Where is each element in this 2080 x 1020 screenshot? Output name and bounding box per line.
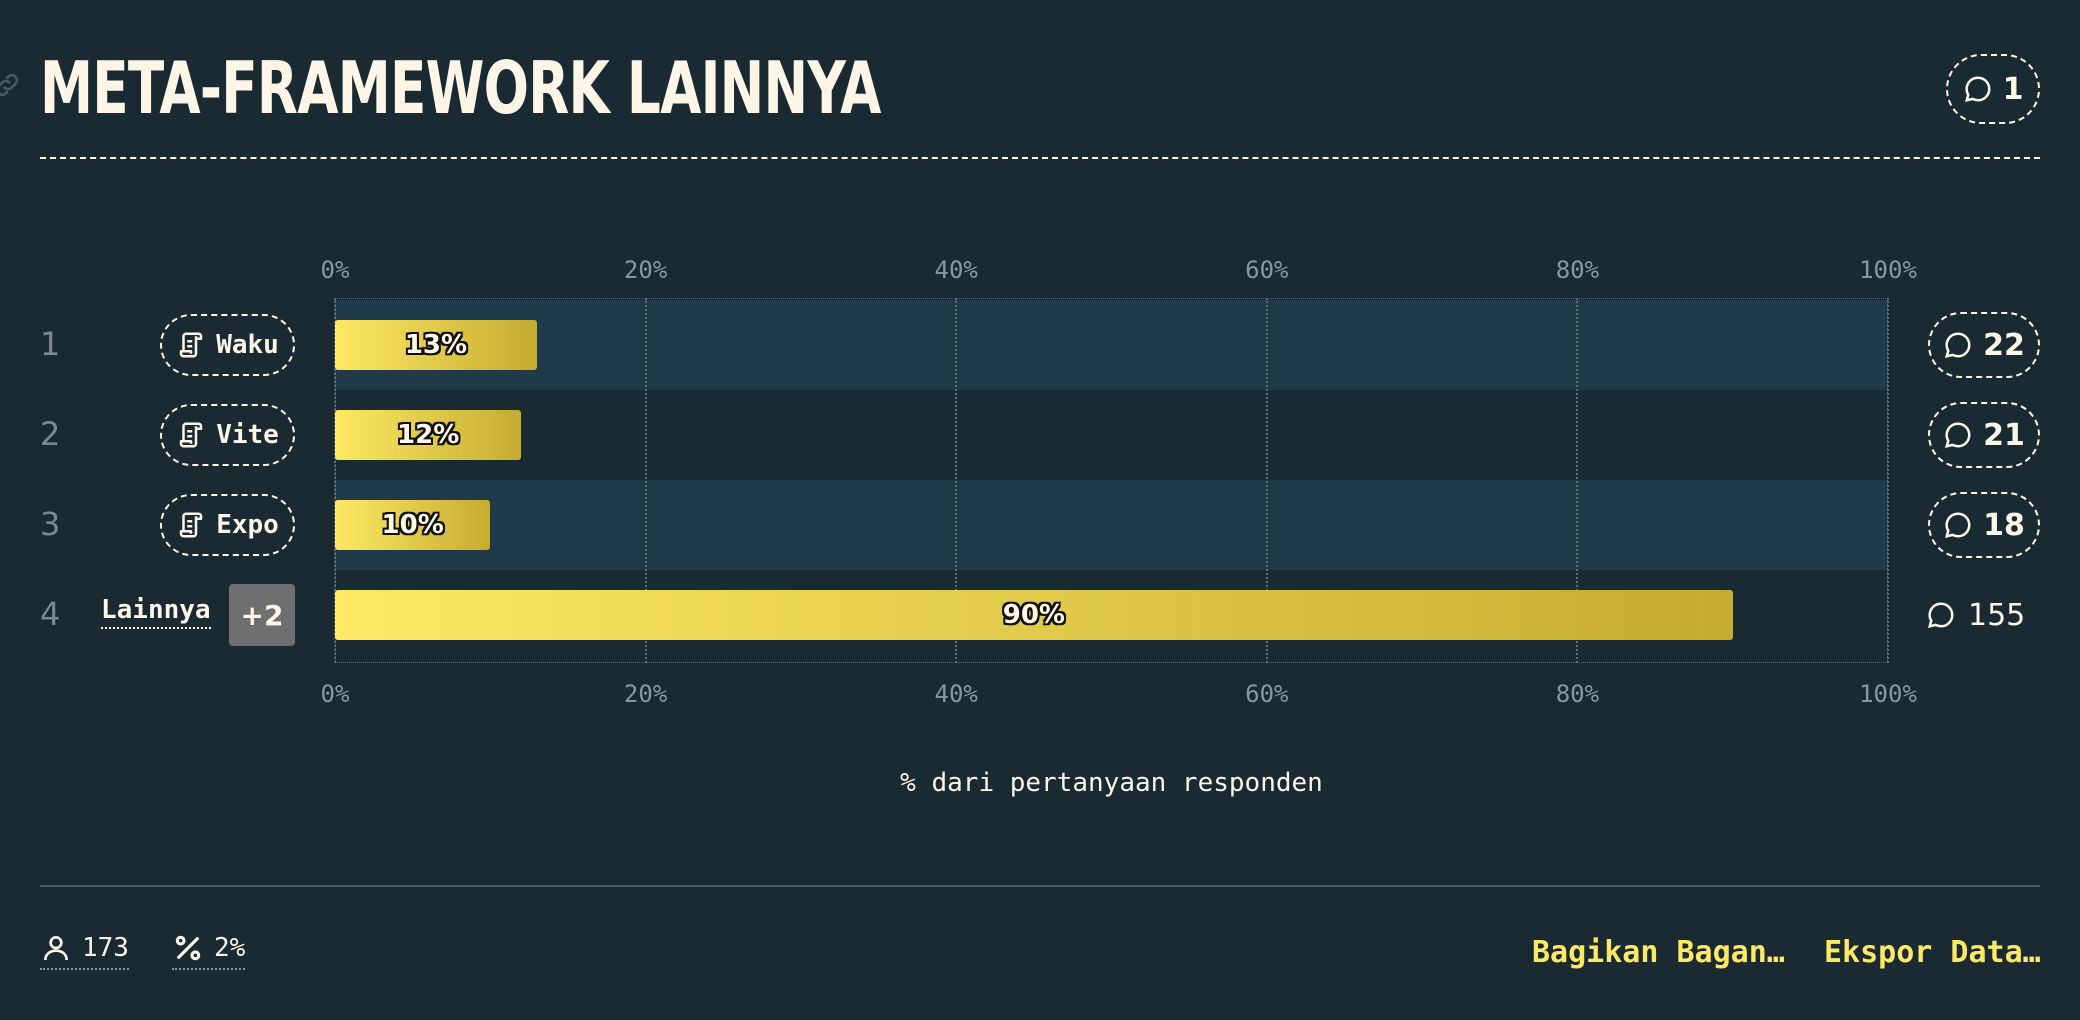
category-label-vite[interactable]: Vite [160,404,295,466]
row-comments-button[interactable]: 21 [1928,402,2040,468]
rank-number: 3 [40,505,61,543]
category-label-expo[interactable]: Expo [160,494,295,556]
comment-icon [1927,602,1954,628]
rank-number: 1 [40,325,61,363]
grid-line [644,298,647,663]
x-tick-label-bottom: 60% [1245,680,1289,708]
footer-divider [40,885,2040,887]
x-tick-label-top: 100% [1859,256,1917,284]
page-title: META-FRAMEWORK LAINNYA [40,46,881,130]
row-comments-button[interactable]: 22 [1928,312,2040,378]
bar[interactable] [335,500,491,550]
scroll-icon [179,422,203,448]
category-label-text: Vite [216,420,279,450]
x-tick-label-bottom: 80% [1555,680,1600,708]
others-comments[interactable]: 155 [1926,597,2025,633]
comment-icon [1945,422,1971,448]
x-tick-label-bottom: 40% [934,680,978,708]
comment-count: 18 [1983,507,2025,543]
rank-number: 4 [40,595,61,633]
comment-count: 1 [2002,71,2024,107]
x-tick-label-top: 60% [1245,256,1289,284]
user-icon [44,936,68,961]
header-comments-button[interactable]: 1 [1946,54,2040,124]
comment-count: 21 [1983,417,2025,453]
percentage-value: 2% [214,933,246,963]
x-tick-label-bottom: 0% [320,680,350,708]
grid-line [1887,298,1889,663]
row-comments-button[interactable]: 18 [1928,492,2040,558]
x-tick-label-top: 80% [1555,256,1600,284]
grid-line [955,298,958,663]
category-label-text: Expo [216,510,279,540]
bar-value-label: 90% [1002,600,1065,630]
category-label-text: Waku [216,330,279,360]
comment-icon [1945,512,1971,538]
bar-value-label: 10% [381,510,444,540]
x-tick-label-top: 20% [623,256,668,284]
percent-icon [175,935,201,961]
bar[interactable] [335,320,537,370]
respondents-count: 173 [82,933,129,963]
export-data-button[interactable]: Ekspor Data… [1824,935,2041,970]
comment-icon [1964,76,1990,102]
bar[interactable] [335,590,1733,640]
comment-count: 155 [1968,597,2026,633]
respondents-stat[interactable]: 173 [40,932,129,970]
header-divider [40,157,2040,159]
comment-count: 22 [1983,327,2025,363]
row-band [335,300,1888,390]
link-icon[interactable] [0,70,22,100]
row-band [335,390,1888,480]
others-label[interactable]: Lainnya [101,595,211,629]
x-tick-label-top: 40% [934,256,978,284]
others-count-badge[interactable]: +2 [229,584,295,646]
x-tick-label-bottom: 100% [1859,680,1917,708]
comment-icon [1945,332,1971,358]
grid-line [1265,298,1268,663]
x-axis-label: % dari pertanyaan responden [900,768,1323,798]
percentage-stat[interactable]: 2% [172,932,246,970]
bar-value-label: 13% [404,330,468,360]
x-tick-label-bottom: 20% [623,680,668,708]
bar[interactable] [335,410,522,460]
x-tick-label-top: 0% [320,256,350,284]
scroll-icon [179,332,203,358]
rank-number: 2 [40,415,61,453]
grid-line [1576,298,1579,663]
scroll-icon [179,512,203,538]
share-chart-button[interactable]: Bagikan Bagan… [1532,935,1785,970]
category-label-waku[interactable]: Waku [160,314,295,376]
row-band [335,480,1888,570]
bar-value-label: 12% [397,420,460,450]
